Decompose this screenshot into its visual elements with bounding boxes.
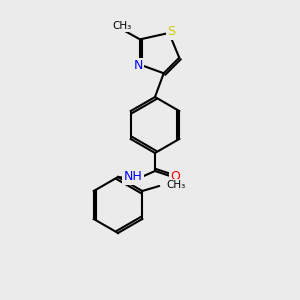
- Text: CH₃: CH₃: [112, 21, 132, 32]
- Text: S: S: [167, 26, 175, 38]
- Text: N: N: [133, 59, 143, 72]
- Text: CH₃: CH₃: [166, 180, 185, 190]
- Text: O: O: [170, 169, 180, 182]
- Text: NH: NH: [124, 170, 142, 184]
